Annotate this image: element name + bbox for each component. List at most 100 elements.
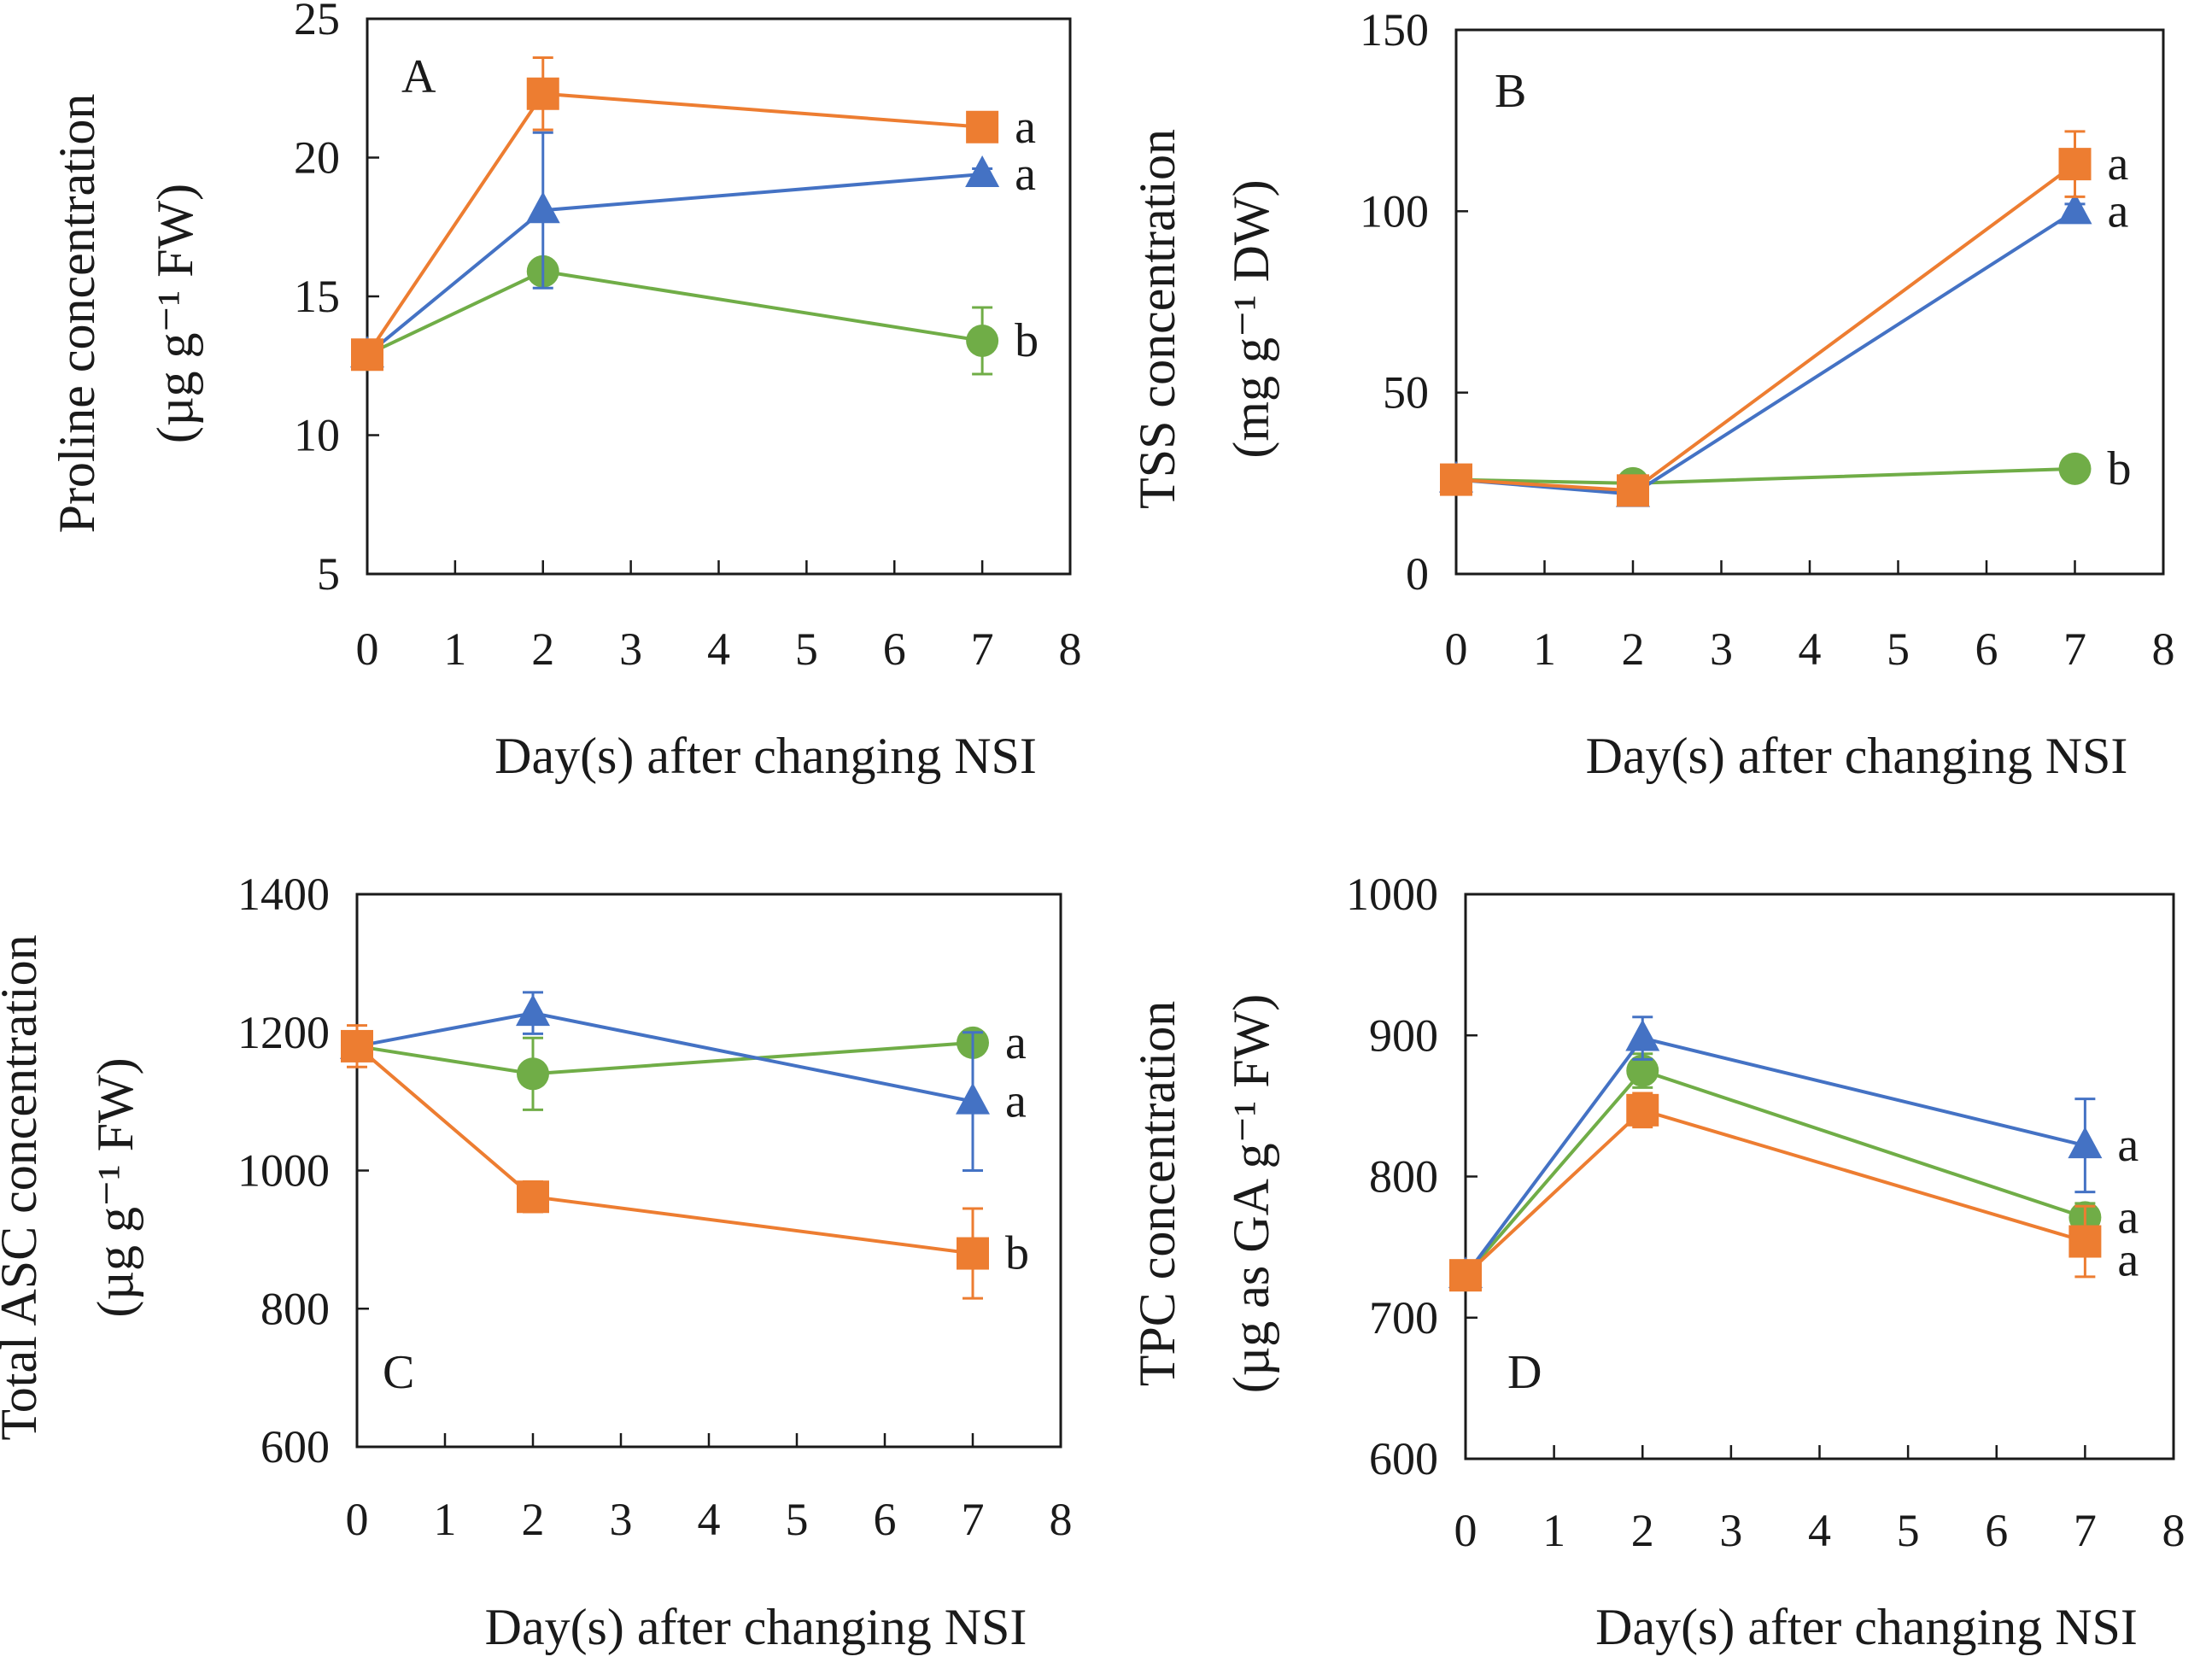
x-tick-label: 0 [346, 1494, 369, 1545]
x-tick-label: 0 [1454, 1505, 1477, 1556]
x-tick-label: 4 [1808, 1505, 1831, 1556]
x-tick-label: 3 [610, 1494, 633, 1545]
panel-b: 0 1 2 3 4 5 6 7 8 0 50 100 150 Day(s) after changing … [1129, 4, 2175, 784]
data-point-blue [956, 1082, 990, 1115]
y-tick-label: 50 [1383, 367, 1429, 419]
y-tick-label: 1400 [237, 869, 330, 920]
x-tick-label: 6 [874, 1494, 897, 1545]
y-tick-label: 1000 [237, 1145, 330, 1197]
data-point-green [2058, 452, 2092, 485]
x-tick-label: 0 [356, 623, 379, 675]
data-point-orange [517, 1180, 549, 1214]
x-tick-label: 4 [707, 623, 730, 675]
y-tick-label: 25 [294, 0, 340, 44]
y-axis-title: TSS concentration [1129, 129, 1185, 509]
significance-letter-green: a [2117, 1191, 2139, 1244]
data-point-orange [341, 1029, 373, 1062]
y-axis-title: Proline concentration [49, 94, 105, 534]
y-tick-label: 15 [294, 271, 340, 322]
data-point-orange [1440, 463, 1472, 496]
x-tick-label: 8 [1050, 1494, 1073, 1545]
x-tick-label: 2 [531, 623, 554, 675]
x-tick-label: 6 [1985, 1505, 2008, 1556]
x-axis-title: Day(s) after changing NSI [1595, 1599, 2138, 1655]
y-tick-label: 900 [1369, 1010, 1438, 1061]
x-tick-label: 5 [786, 1494, 809, 1545]
y-tick-label: 0 [1406, 548, 1429, 600]
x-tick-label: 8 [1059, 623, 1082, 675]
panel-label: A [401, 50, 436, 103]
x-tick-label: 5 [1887, 623, 1910, 675]
x-tick-label: 6 [1975, 623, 1998, 675]
panel-d: 0 1 2 3 4 5 6 7 8 600 700 800 900 1000 Day(s) after ch… [1129, 869, 2186, 1655]
y-tick-label: 800 [260, 1283, 330, 1334]
data-point-orange [1449, 1259, 1482, 1292]
significance-letter-orange: a [2117, 1233, 2139, 1286]
y-tick-label: 1200 [237, 1007, 330, 1058]
data-point-blue [1625, 1019, 1660, 1051]
data-point-green [966, 325, 999, 357]
x-tick-label: 2 [1622, 623, 1645, 675]
x-tick-label: 4 [1799, 623, 1822, 675]
x-tick-label: 3 [1719, 1505, 1742, 1556]
data-point-blue [516, 994, 550, 1027]
x-tick-label: 5 [795, 623, 818, 675]
x-tick-label: 7 [962, 1494, 985, 1545]
data-point-green [517, 1057, 549, 1091]
y-axis-title-units: (µg as GA g⁻¹ FW) [1223, 994, 1279, 1394]
data-point-orange [1626, 1093, 1659, 1127]
y-tick-label: 150 [1360, 4, 1429, 56]
x-tick-label: 5 [1897, 1505, 1920, 1556]
x-tick-label: 7 [2074, 1505, 2097, 1556]
significance-letter-blue: a [2108, 184, 2129, 237]
significance-letter-orange: a [1015, 101, 1036, 154]
panel-c: 0 1 2 3 4 5 6 7 8 600 800 1000 1200 1400 Day(s) after … [0, 869, 1073, 1655]
x-tick-label: 1 [443, 623, 466, 675]
significance-letter-green: b [2108, 442, 2132, 495]
significance-letter-green: b [1015, 314, 1039, 367]
x-tick-label: 0 [1445, 623, 1468, 675]
x-tick-label: 2 [1631, 1505, 1654, 1556]
y-tick-label: 100 [1360, 185, 1429, 237]
data-point-blue [525, 191, 560, 224]
y-tick-label: 10 [294, 410, 340, 461]
significance-letter-orange: a [2108, 138, 2129, 190]
y-tick-label: 1000 [1346, 869, 1438, 920]
y-tick-label: 600 [260, 1421, 330, 1472]
x-tick-label: 7 [2063, 623, 2086, 675]
x-tick-label: 1 [434, 1494, 457, 1545]
panel-label: B [1495, 65, 1526, 118]
significance-letter-blue: a [1005, 1075, 1027, 1128]
x-tick-label: 3 [1710, 623, 1733, 675]
x-tick-label: 2 [522, 1494, 545, 1545]
x-axis-title: Day(s) after changing NSI [494, 728, 1037, 784]
y-axis-title: TPC concentration [1129, 1001, 1185, 1387]
y-tick-label: 20 [294, 132, 340, 184]
data-point-orange [1617, 474, 1649, 507]
x-axis-title: Day(s) after changing NSI [485, 1599, 1027, 1655]
y-tick-label: 5 [317, 548, 340, 600]
data-point-orange [526, 77, 559, 110]
data-point-orange [2058, 148, 2092, 181]
significance-letter-green: a [1005, 1016, 1027, 1069]
panel-a: 0 1 2 3 4 5 6 7 8 5 10 15 20 25 Day(s) after changing … [49, 0, 1082, 784]
x-tick-label: 8 [2162, 1505, 2186, 1556]
x-tick-label: 4 [698, 1494, 721, 1545]
y-tick-label: 800 [1369, 1151, 1438, 1203]
data-point-orange [957, 1237, 989, 1270]
panel-label: D [1507, 1346, 1542, 1399]
significance-letter-blue: a [1015, 148, 1036, 201]
data-point-orange [2068, 1225, 2102, 1258]
data-point-orange [351, 338, 383, 372]
significance-letter-blue: a [2117, 1119, 2139, 1172]
x-tick-label: 8 [2152, 623, 2175, 675]
x-tick-label: 3 [619, 623, 642, 675]
x-tick-label: 6 [883, 623, 906, 675]
x-tick-label: 7 [971, 623, 994, 675]
data-point-blue [2068, 1127, 2103, 1159]
data-point-orange [966, 110, 999, 143]
significance-letter-orange: b [1005, 1227, 1029, 1280]
x-axis-title: Day(s) after changing NSI [1586, 728, 2128, 784]
